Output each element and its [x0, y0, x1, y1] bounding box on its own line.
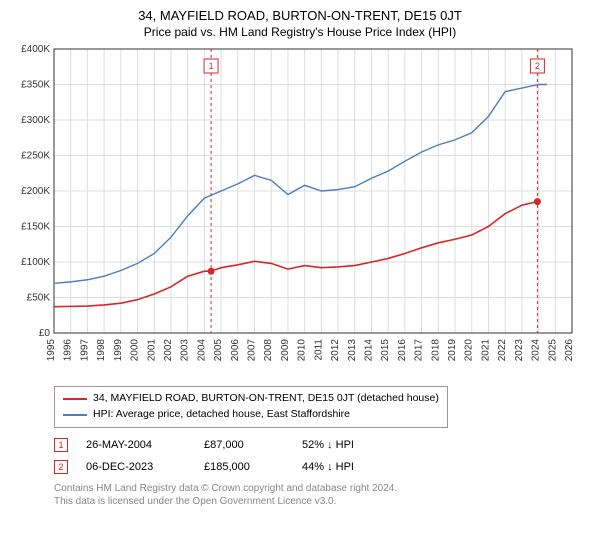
sale-row: 2 06-DEC-2023 £185,000 44% ↓ HPI — [54, 456, 588, 478]
x-tick-label: 2025 — [547, 339, 558, 362]
legend-label: HPI: Average price, detached house, East… — [93, 407, 350, 423]
x-tick-label: 2000 — [130, 339, 141, 362]
series-hpi — [54, 85, 547, 284]
x-tick-label: 2016 — [397, 339, 408, 362]
legend-label: 34, MAYFIELD ROAD, BURTON-ON-TRENT, DE15… — [93, 391, 439, 407]
x-tick-label: 2003 — [180, 339, 191, 362]
sale-hpi: 44% ↓ HPI — [302, 461, 402, 473]
x-tick-label: 2009 — [280, 339, 291, 362]
x-tick-label: 2018 — [430, 339, 441, 362]
footer-attribution: Contains HM Land Registry data © Crown c… — [54, 482, 588, 508]
x-tick-label: 2019 — [447, 339, 458, 362]
y-tick-label: £50K — [27, 293, 51, 304]
y-tick-label: £350K — [21, 80, 50, 91]
x-tick-label: 2021 — [480, 339, 491, 362]
legend-row: HPI: Average price, detached house, East… — [63, 407, 439, 423]
sale-date: 26-MAY-2004 — [86, 439, 186, 451]
legend-swatch — [63, 398, 87, 400]
x-tick-label: 2017 — [414, 339, 425, 362]
x-tick-label: 2015 — [380, 339, 391, 362]
x-tick-label: 1995 — [46, 339, 57, 362]
page-subtitle: Price paid vs. HM Land Registry's House … — [12, 25, 588, 39]
legend-swatch — [63, 414, 87, 416]
x-tick-label: 1996 — [63, 339, 74, 362]
x-tick-label: 2005 — [213, 339, 224, 362]
x-tick-label: 1997 — [79, 339, 90, 362]
footer-line: This data is licensed under the Open Gov… — [54, 495, 588, 508]
sale-marker-idx: 2 — [535, 61, 540, 71]
x-tick-label: 1999 — [113, 339, 124, 362]
legend: 34, MAYFIELD ROAD, BURTON-ON-TRENT, DE15… — [54, 386, 448, 428]
x-tick-label: 2008 — [263, 339, 274, 362]
sales-table: 1 26-MAY-2004 £87,000 52% ↓ HPI 2 06-DEC-2023… — [54, 434, 588, 478]
sale-idx-box: 1 — [54, 438, 68, 452]
x-tick-label: 2001 — [146, 339, 157, 362]
y-tick-label: £150K — [21, 222, 50, 233]
y-tick-label: £400K — [21, 45, 50, 55]
x-tick-label: 2004 — [196, 339, 207, 362]
y-tick-label: £200K — [21, 186, 50, 197]
x-tick-label: 2012 — [330, 339, 341, 362]
x-tick-label: 2024 — [531, 339, 542, 362]
y-tick-label: £0 — [39, 328, 51, 339]
legend-row: 34, MAYFIELD ROAD, BURTON-ON-TRENT, DE15… — [63, 391, 439, 407]
sale-marker-idx: 1 — [209, 61, 214, 71]
series-property — [54, 200, 539, 307]
y-tick-label: £250K — [21, 151, 50, 162]
sale-row: 1 26-MAY-2004 £87,000 52% ↓ HPI — [54, 434, 588, 456]
sale-hpi: 52% ↓ HPI — [302, 439, 402, 451]
y-tick-label: £300K — [21, 115, 50, 126]
y-tick-label: £100K — [21, 257, 50, 268]
x-tick-label: 2002 — [163, 339, 174, 362]
sale-price: £87,000 — [204, 439, 284, 451]
x-tick-label: 2011 — [313, 339, 324, 361]
x-tick-label: 2010 — [297, 339, 308, 362]
sale-point — [208, 268, 215, 275]
footer-line: Contains HM Land Registry data © Crown c… — [54, 482, 588, 495]
sale-idx-box: 2 — [54, 460, 68, 474]
x-tick-label: 2022 — [497, 339, 508, 362]
x-tick-label: 2007 — [247, 339, 258, 362]
x-tick-label: 2026 — [564, 339, 575, 362]
x-tick-label: 1998 — [96, 339, 107, 362]
x-tick-label: 2014 — [363, 339, 374, 362]
x-tick-label: 2013 — [347, 339, 358, 362]
sale-date: 06-DEC-2023 — [86, 461, 186, 473]
x-tick-label: 2020 — [464, 339, 475, 362]
x-tick-label: 2023 — [514, 339, 525, 362]
page-title: 34, MAYFIELD ROAD, BURTON-ON-TRENT, DE15… — [12, 8, 588, 23]
sale-price: £185,000 — [204, 461, 284, 473]
price-chart: £0 £50K £100K £150K £200K £250K £300K £350K £400… — [12, 45, 588, 380]
sale-point — [534, 198, 541, 205]
x-tick-label: 2006 — [230, 339, 241, 362]
